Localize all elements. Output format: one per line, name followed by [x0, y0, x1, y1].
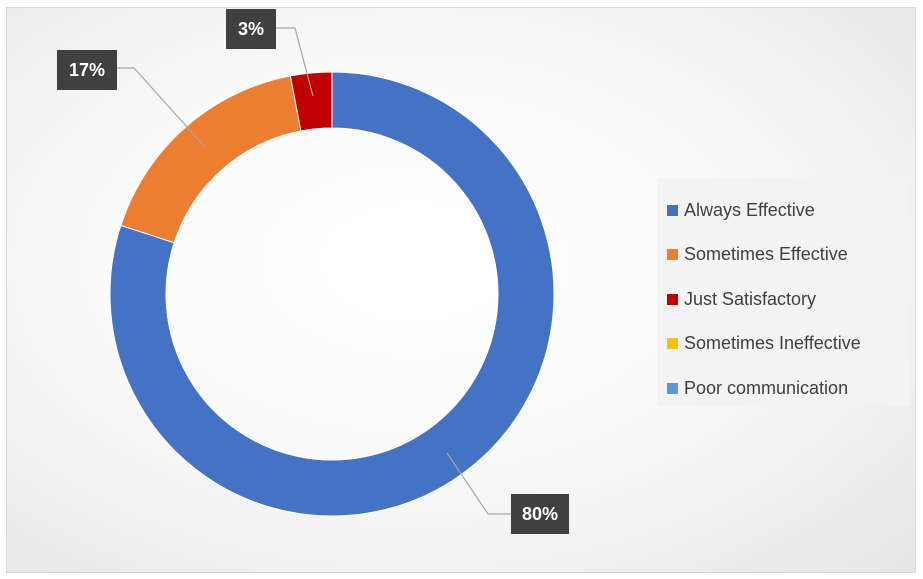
- legend-item: Poor communication: [657, 366, 910, 411]
- legend-swatch: [667, 382, 678, 394]
- data-label: 17%: [57, 50, 117, 90]
- data-label: 3%: [226, 9, 276, 49]
- legend-label: Just Satisfactory: [684, 288, 817, 309]
- legend-swatch: [667, 204, 678, 216]
- data-label-box: [57, 50, 117, 90]
- legend-item: Sometimes Effective: [657, 233, 910, 278]
- legend: Always Effective Sometimes Effective Just …: [657, 178, 910, 406]
- leader-line: [117, 67, 206, 148]
- legend-item: Sometimes Ineffective: [657, 322, 910, 367]
- slice-sometimes-effective: [120, 75, 302, 244]
- legend-label: Sometimes Effective: [684, 244, 848, 265]
- legend-label: Poor communication: [684, 377, 849, 398]
- data-label-text: 3%: [238, 19, 264, 39]
- legend-swatch: [667, 338, 678, 350]
- slice-always-effective: [109, 71, 555, 517]
- legend-swatch: [667, 293, 678, 305]
- data-label-text: 80%: [522, 504, 558, 524]
- slice-just-satisfactory: [289, 71, 333, 132]
- data-label-box: [226, 9, 276, 49]
- legend-label: Sometimes Ineffective: [684, 333, 861, 354]
- data-label: 80%: [511, 494, 569, 534]
- data-label-text: 17%: [69, 60, 105, 80]
- leader-line: [446, 452, 511, 515]
- legend-item: Always Effective: [657, 188, 910, 233]
- data-label-box: [511, 494, 569, 534]
- legend-label: Always Effective: [684, 199, 815, 220]
- legend-swatch: [667, 249, 678, 261]
- leader-line: [276, 27, 314, 97]
- legend-item: Just Satisfactory: [657, 277, 910, 322]
